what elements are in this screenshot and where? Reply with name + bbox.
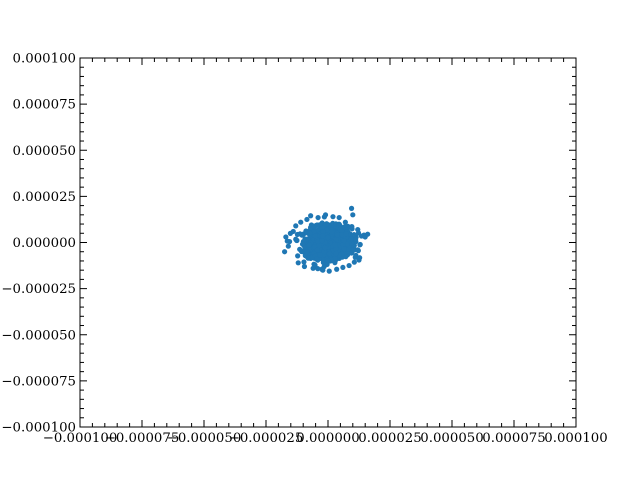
- x-tick-labels: −0.000100−0.000075−0.000050−0.0000250.00…: [43, 431, 608, 446]
- data-point-26: [356, 257, 362, 263]
- cluster-point: [319, 237, 325, 244]
- cluster-point: [314, 256, 320, 262]
- cluster-point: [293, 236, 299, 242]
- y-tick-labels: −0.000100 −0.000075 −0.000050 −0.000025 0.00…: [1, 52, 76, 436]
- cluster-point: [332, 242, 338, 248]
- cluster-point: [312, 233, 318, 239]
- data-point-6: [295, 260, 301, 266]
- y-tick-label: −0.000100: [1, 421, 76, 436]
- data-point-14: [322, 212, 329, 218]
- y-tick-label: 0.000000: [13, 236, 76, 251]
- cluster-point: [333, 250, 339, 257]
- data-point-23: [350, 212, 356, 218]
- x-tick-label: 0.000075: [482, 431, 545, 446]
- cluster-point: [315, 266, 321, 272]
- data-point-34: [341, 246, 347, 252]
- data-point-17: [334, 266, 340, 272]
- y-tick-label: −0.000075: [1, 374, 76, 389]
- data-point-22: [348, 205, 355, 211]
- data-point-24: [352, 254, 358, 260]
- data-point-13: [319, 266, 325, 272]
- x-tick-label: 0.000000: [296, 431, 359, 446]
- cluster-point: [304, 249, 310, 255]
- cluster-point: [301, 259, 307, 265]
- y-tick-label: −0.000050: [1, 328, 76, 343]
- cluster-point: [348, 236, 354, 242]
- y-tick-label: 0.000025: [13, 190, 76, 205]
- cluster-point: [357, 242, 363, 248]
- cluster-point: [328, 229, 335, 235]
- cluster-point: [320, 229, 326, 235]
- data-point-9: [304, 216, 310, 223]
- data-point-0: [282, 249, 288, 255]
- data-point-33: [299, 232, 305, 238]
- cluster-point: [319, 224, 326, 231]
- y-tick-label: 0.000075: [13, 98, 76, 113]
- data-point-4: [290, 228, 296, 235]
- data-point-5: [293, 223, 299, 229]
- data-point-30: [362, 234, 368, 240]
- data-point-16: [330, 214, 336, 220]
- cluster-point: [334, 232, 340, 238]
- cluster-point: [314, 247, 320, 253]
- data-points: [282, 205, 371, 274]
- cluster-point: [320, 259, 326, 266]
- cluster-point: [295, 253, 301, 259]
- cluster-point: [341, 237, 347, 244]
- cluster-point: [339, 231, 345, 238]
- cluster-point: [351, 231, 357, 238]
- cluster-point: [305, 236, 311, 242]
- x-tick-label: −0.000050: [167, 431, 242, 446]
- data-point-31: [355, 247, 361, 253]
- data-point-21: [346, 262, 352, 269]
- y-tick-label: −0.000025: [1, 282, 76, 297]
- x-tick-label: −0.000025: [229, 431, 304, 446]
- cluster-point: [314, 222, 320, 228]
- cluster-point: [326, 250, 333, 257]
- cluster-point: [343, 231, 349, 237]
- cluster-point: [340, 242, 346, 248]
- y-tick-label: 0.000050: [13, 144, 76, 159]
- cluster-point: [351, 259, 357, 265]
- cluster-point: [306, 242, 312, 248]
- x-tick-label: 0.000050: [420, 431, 483, 446]
- cluster-point: [333, 246, 339, 252]
- data-point-25: [355, 226, 361, 233]
- cluster-point: [332, 260, 338, 266]
- axis-ticks: [79, 57, 577, 428]
- cluster-point: [325, 258, 331, 264]
- cluster-point: [307, 230, 313, 236]
- data-point-32: [305, 255, 311, 261]
- cluster-point: [325, 234, 331, 241]
- cluster-point: [322, 245, 328, 251]
- cluster-point: [299, 241, 306, 247]
- x-tick-label: −0.000100: [43, 431, 118, 446]
- data-point-20: [342, 219, 348, 225]
- cluster-point: [324, 221, 330, 227]
- data-point-10: [308, 213, 314, 219]
- data-point-2: [285, 243, 291, 249]
- cluster-point: [317, 252, 323, 258]
- data-point-19: [340, 264, 346, 271]
- data-point-12: [315, 214, 321, 221]
- cluster-point: [349, 223, 355, 230]
- data-point-1: [283, 234, 289, 240]
- cluster-point: [316, 243, 322, 249]
- y-tick-label: 0.000100: [13, 52, 76, 67]
- cluster-point: [344, 241, 350, 247]
- x-tick-label: 0.000100: [544, 431, 607, 446]
- data-point-7: [298, 219, 304, 225]
- data-point-15: [326, 268, 332, 274]
- data-point-11: [310, 265, 316, 271]
- x-tick-label: −0.000075: [105, 431, 180, 446]
- data-point-8: [301, 263, 308, 270]
- cluster-point: [333, 236, 340, 243]
- cluster-point: [348, 250, 355, 256]
- data-point-18: [336, 214, 342, 221]
- cluster-point: [353, 236, 359, 242]
- cluster-point: [319, 233, 326, 239]
- x-tick-label: 0.000025: [358, 431, 421, 446]
- data-point-3: [286, 238, 293, 245]
